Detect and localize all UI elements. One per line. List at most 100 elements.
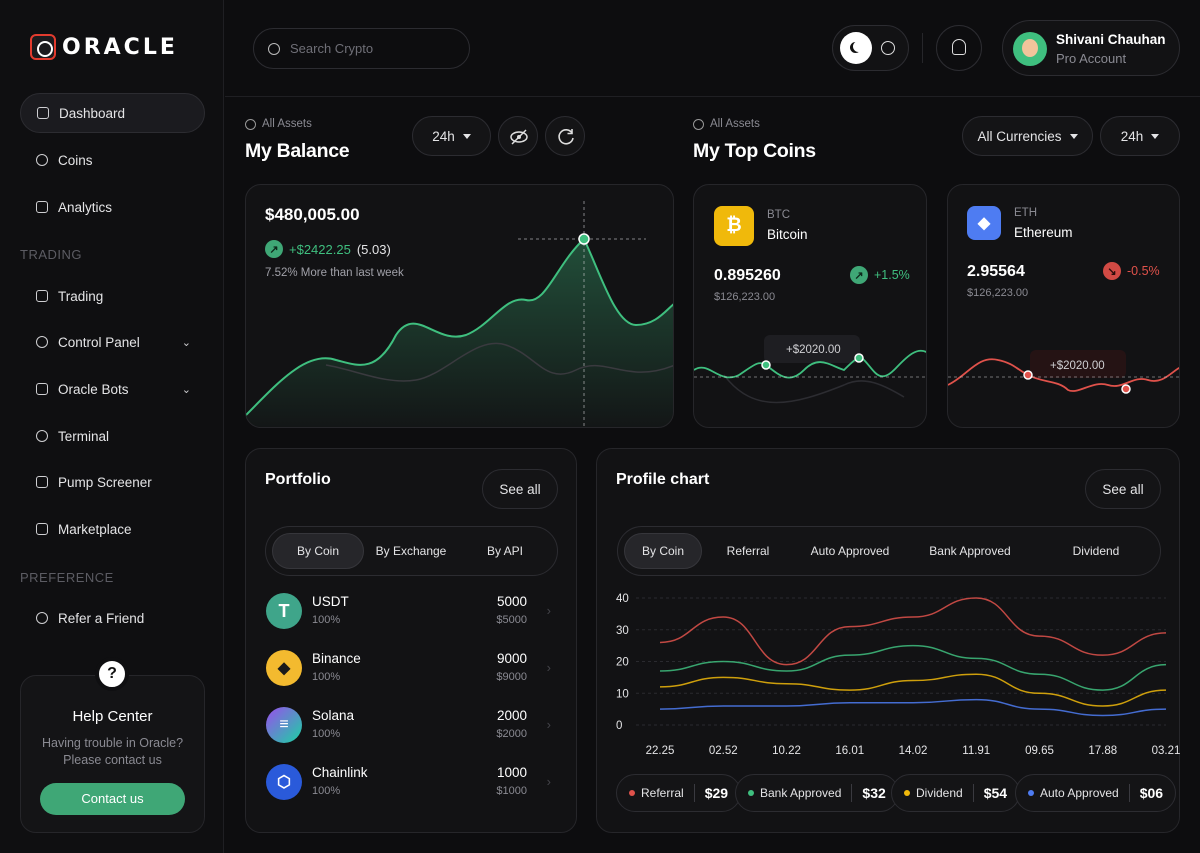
sidebar-item-control-panel[interactable]: Control Panel ⌄ — [20, 322, 205, 362]
legend-value: $32 — [862, 785, 886, 801]
coin-change-value: -0.5% — [1127, 264, 1160, 278]
coin-change: ↗ +1.5% — [850, 266, 910, 284]
sidebar-item-label: Analytics — [58, 199, 113, 215]
profile-chart-card: Profile chart See all By Coin Referral A… — [596, 448, 1180, 833]
legend-item-referral[interactable]: Referral $29 — [616, 774, 742, 812]
coin-fiat: $126,223.00 — [967, 287, 1029, 299]
sidebar-item-refer-a-friend[interactable]: Refer a Friend — [20, 598, 205, 638]
legend-item-bank-approved[interactable]: Bank Approved $32 — [735, 774, 899, 812]
sidebar-item-oracle-bots[interactable]: Oracle Bots ⌄ — [20, 369, 205, 409]
search-input[interactable] — [290, 41, 450, 56]
list-item[interactable]: T USDT 100% 5000 $5000 › — [265, 589, 559, 633]
coin-change: ↘ -0.5% — [1103, 262, 1160, 280]
tab-by-exchange[interactable]: By Exchange — [375, 544, 447, 558]
list-item[interactable]: ≡ Solana 100% 2000 $2000 › — [265, 703, 559, 747]
legend-value: $29 — [704, 785, 729, 801]
tab-referral[interactable]: Referral — [726, 544, 770, 558]
legend-separator — [851, 784, 853, 802]
chevron-right-icon: › — [546, 660, 551, 675]
list-item[interactable]: ⬡ Chainlink 100% 1000 $1000 › — [265, 760, 559, 804]
portfolio-title: Portfolio — [265, 471, 331, 488]
chainlink-icon: ⬡ — [266, 764, 302, 800]
moon-icon[interactable] — [840, 32, 872, 64]
btc-sparkline — [694, 335, 926, 404]
analytics-icon — [36, 201, 48, 213]
balance-label-text: All Assets — [262, 118, 312, 130]
coin-row-name: Chainlink — [312, 765, 368, 780]
tab-by-coin[interactable]: By Coin — [624, 533, 702, 569]
logo[interactable]: ORACLE — [30, 34, 178, 60]
notifications-button[interactable] — [936, 25, 982, 71]
balance-period-select[interactable]: 24h — [412, 116, 491, 156]
chevron-right-icon: › — [546, 717, 551, 732]
contact-us-button[interactable]: Contact us — [40, 783, 185, 815]
clock-icon — [693, 118, 704, 130]
gauge-icon — [36, 336, 48, 348]
legend-value: $54 — [983, 785, 1008, 801]
tab-by-coin[interactable]: By Coin — [272, 533, 364, 569]
profile-chart-title: Profile chart — [616, 471, 710, 488]
coin-row-fiat: $9000 — [496, 671, 527, 683]
tab-auto-approved[interactable]: Auto Approved — [810, 544, 890, 558]
list-item[interactable]: ◆ Binance 100% 9000 $9000 › — [265, 646, 559, 690]
sun-icon[interactable] — [881, 41, 895, 55]
coin-row-pct: 100% — [312, 785, 341, 797]
legend-separator — [1128, 784, 1130, 802]
terminal-icon — [36, 430, 48, 442]
profile-line-chart: 40 30 20 10 0 22.25 02.52 10.22 16.01 14.02 11.91 0… — [616, 593, 1180, 757]
coin-name: Bitcoin — [767, 227, 808, 242]
tab-bank-approved[interactable]: Bank Approved — [929, 544, 1011, 558]
user-profile[interactable]: Shivani Chauhan Pro Account — [1002, 20, 1180, 76]
coin-change-value: +1.5% — [874, 268, 910, 282]
sidebar-item-terminal[interactable]: Terminal — [20, 416, 205, 456]
sidebar-item-analytics[interactable]: Analytics — [20, 187, 205, 227]
help-text: Having trouble in Oracle? Please contact… — [21, 735, 204, 769]
legend-dot — [1028, 790, 1034, 796]
y-tick-label: 20 — [616, 657, 629, 669]
profile-chart-see-all-button[interactable]: See all — [1085, 469, 1161, 509]
users-icon — [36, 612, 48, 624]
coin-amount: 2.95564 — [967, 263, 1025, 280]
header-divider — [225, 96, 1200, 97]
sidebar-item-coins[interactable]: Coins — [20, 140, 205, 180]
coin-card-btc[interactable]: ₿ BTC Bitcoin 0.895260 $126,223.00 ↗ +1.… — [693, 184, 927, 428]
section-label-trading: TRADING — [20, 247, 82, 262]
coins-icon — [36, 154, 48, 166]
coin-fiat: $126,223.00 — [714, 291, 776, 303]
legend-name: Bank Approved — [760, 786, 842, 800]
screen-icon — [36, 476, 48, 488]
sidebar-item-marketplace[interactable]: Marketplace — [20, 509, 205, 549]
legend-item-auto-approved[interactable]: Auto Approved $06 — [1015, 774, 1177, 812]
currency-filter-select[interactable]: All Currencies — [962, 116, 1093, 156]
clock-icon — [245, 118, 256, 130]
tab-by-api[interactable]: By API — [486, 544, 524, 558]
caret-down-icon — [1151, 133, 1160, 139]
coin-card-eth[interactable]: ◆ ETH Ethereum 2.95564 $126,223.00 ↘ -0.… — [947, 184, 1180, 428]
sidebar-item-pump-screener[interactable]: Pump Screener — [20, 462, 205, 502]
help-text-line1: Having trouble in Oracle? — [41, 736, 184, 750]
candles-icon — [36, 290, 48, 302]
y-tick-label: 10 — [616, 688, 629, 700]
theme-toggle[interactable] — [832, 25, 909, 71]
coin-row-pct: 100% — [312, 614, 341, 626]
sidebar-item-label: Refer a Friend — [58, 610, 145, 626]
hide-balance-button[interactable] — [498, 116, 538, 156]
top-coins-period-select[interactable]: 24h — [1100, 116, 1180, 156]
chevron-down-icon[interactable]: ⌄ — [181, 336, 191, 349]
search-bar[interactable] — [253, 28, 470, 69]
coin-name: Ethereum — [1014, 225, 1073, 240]
series-line-dividend — [659, 673, 1167, 707]
arrow-up-right-icon: ↗ — [265, 240, 283, 258]
portfolio-see-all-button[interactable]: See all — [482, 469, 558, 509]
refresh-button[interactable] — [545, 116, 585, 156]
sidebar-item-trading[interactable]: Trading — [20, 276, 205, 316]
x-tick-label: 10.22 — [772, 745, 801, 757]
sidebar-item-dashboard[interactable]: Dashboard — [20, 93, 205, 133]
profile-chart-tabs: By Coin Referral Auto Approved Bank Appr… — [617, 526, 1161, 576]
tab-dividend[interactable]: Dividend — [1072, 544, 1120, 558]
chevron-down-icon[interactable]: ⌄ — [181, 383, 191, 396]
balance-title: My Balance — [245, 140, 350, 162]
eth-sparkline — [948, 350, 1179, 394]
legend-item-dividend[interactable]: Dividend $54 — [891, 774, 1021, 812]
caret-down-icon — [462, 133, 471, 139]
